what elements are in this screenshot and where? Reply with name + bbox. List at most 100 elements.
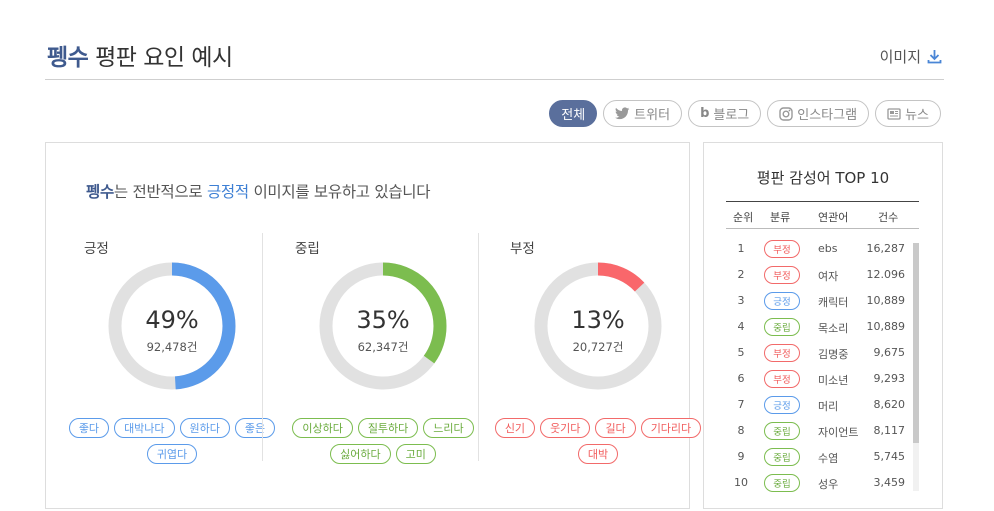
positive-count: 92,478건	[146, 340, 198, 354]
row-word: ebs	[818, 242, 838, 255]
row-count: 8,620	[873, 398, 906, 411]
positive-column: 긍정 49% 92,478건 좋다 대박나다 원하다 좋은 귀엽다	[68, 233, 276, 483]
row-count: 9,293	[873, 372, 906, 385]
sentiment-summary: 펭수는 전반적으로 긍정적 이미지를 보유하고 있습니다	[86, 180, 431, 202]
sentiment-tag[interactable]: 질투하다	[357, 418, 419, 438]
top10-scrollbar-thumb[interactable]	[913, 243, 919, 443]
row-rank: 4	[737, 320, 745, 333]
column-divider	[478, 233, 479, 461]
neutral-donut-arc	[319, 262, 447, 390]
sentiment-tag[interactable]: 고미	[395, 444, 436, 464]
sentiment-tag[interactable]: 길다	[595, 418, 636, 438]
row-category-badge: 부정	[764, 266, 800, 284]
row-rank: 1	[737, 242, 745, 255]
table-row[interactable]: 8 중립 자이언트 8,117	[726, 418, 919, 444]
summary-highlight: 긍정적	[206, 183, 249, 201]
filter-twitter[interactable]: 트위터	[603, 100, 683, 127]
row-category-badge: 중립	[764, 318, 800, 336]
twitter-icon	[615, 107, 630, 120]
filter-twitter-label: 트위터	[634, 108, 671, 123]
negative-percent: 13%	[571, 306, 625, 334]
table-row[interactable]: 9 중립 수염 5,745	[726, 444, 919, 470]
neutral-percent: 35%	[356, 306, 410, 334]
header-word: 연관어	[818, 211, 849, 224]
positive-donut-chart	[108, 262, 236, 390]
filter-news[interactable]: 뉴스	[875, 100, 941, 127]
row-rank: 8	[737, 424, 745, 437]
row-word: 목소리	[818, 322, 849, 335]
sentiment-tag[interactable]: 이상하다	[292, 418, 353, 438]
page-title-text: 평판 요인 예시	[88, 45, 233, 71]
table-row[interactable]: 5 부정 김명중 9,675	[726, 340, 919, 366]
neutral-column: 중립 35% 62,347건 이상하다 질투하다 느리다 싫어하다 고미	[283, 233, 483, 483]
filter-news-label: 뉴스	[905, 108, 929, 123]
sentiment-tag[interactable]: 기다리다	[640, 418, 702, 438]
row-rank: 7	[737, 398, 745, 411]
row-category-badge: 부정	[764, 344, 800, 362]
row-category-badge: 부정	[764, 370, 800, 388]
row-count: 10,889	[866, 320, 906, 333]
news-icon	[887, 107, 901, 120]
row-category-badge: 중립	[764, 422, 800, 440]
top10-title: 평판 감성어 TOP 10	[756, 169, 890, 187]
sentiment-tag[interactable]: 귀엽다	[146, 444, 198, 464]
sentiment-tag[interactable]: 대박나다	[114, 418, 175, 438]
column-divider	[262, 233, 263, 461]
table-row[interactable]: 10 중립 성우 3,459	[726, 470, 919, 496]
row-word: 김명중	[818, 348, 849, 361]
blog-icon: b	[700, 106, 710, 121]
instagram-icon	[779, 106, 793, 121]
filter-all-label: 전체	[561, 108, 586, 123]
filter-blog-label: 블로그	[713, 108, 750, 123]
negative-tags: 신기 웃기다 길다 기다리다 대박	[488, 418, 708, 464]
negative-donut-arc	[534, 262, 662, 390]
row-category-badge: 긍정	[764, 396, 800, 414]
image-download-button[interactable]: 이미지	[880, 46, 942, 67]
row-category-badge: 중립	[764, 474, 800, 492]
positive-donut-arc	[108, 262, 236, 390]
sentiment-tag[interactable]: 싫어하다	[330, 444, 391, 464]
table-row[interactable]: 2 부정 여자 12.096	[726, 262, 919, 288]
sentiment-tag[interactable]: 좋다	[68, 418, 110, 438]
source-filter-group: 전체 트위터 b 블로그 인스타그램 뉴스	[549, 100, 941, 127]
filter-instagram-label: 인스타그램	[797, 108, 858, 123]
negative-column: 부정 13% 20,727건 신기 웃기다 길다 기다리다 대박	[494, 233, 702, 483]
summary-text-1: 는 전반적으로	[113, 183, 207, 201]
row-word: 머리	[818, 400, 839, 413]
neutral-tags: 이상하다 질투하다 느리다 싫어하다 고미	[273, 418, 493, 464]
row-word: 여자	[818, 270, 839, 283]
positive-percent: 49%	[145, 306, 199, 334]
row-word: 수염	[818, 452, 839, 465]
table-row[interactable]: 3 긍정 캐릭터 10,889	[726, 288, 919, 314]
header-category: 분류	[770, 211, 791, 224]
row-rank: 3	[737, 294, 745, 307]
table-row[interactable]: 6 부정 미소년 9,293	[726, 366, 919, 392]
table-row[interactable]: 4 중립 목소리 10,889	[726, 314, 919, 340]
table-row[interactable]: 7 긍정 머리 8,620	[726, 392, 919, 418]
sentiment-panel: 펭수는 전반적으로 긍정적 이미지를 보유하고 있습니다 긍정 49% 92,4…	[45, 142, 702, 509]
row-rank: 10	[734, 476, 748, 489]
sentiment-tag[interactable]: 웃기다	[540, 418, 591, 438]
row-category-badge: 부정	[764, 240, 800, 258]
filter-instagram[interactable]: 인스타그램	[767, 100, 870, 127]
row-count: 9,675	[873, 346, 906, 359]
positive-label: 긍정	[84, 241, 109, 257]
sentiment-tag[interactable]: 좋은	[234, 418, 276, 438]
row-count: 8,117	[873, 424, 906, 437]
row-count: 5,745	[873, 450, 906, 463]
row-count: 10,889	[866, 294, 906, 307]
neutral-label: 중립	[295, 241, 320, 257]
filter-blog[interactable]: b 블로그	[688, 100, 762, 127]
download-icon	[927, 49, 942, 64]
sentiment-tag[interactable]: 신기	[494, 418, 536, 438]
filter-all[interactable]: 전체	[549, 100, 598, 127]
sentiment-tag[interactable]: 원하다	[179, 418, 230, 438]
summary-text-2: 이미지를 보유하고 있습니다	[248, 183, 431, 201]
row-rank: 2	[737, 268, 745, 281]
download-label: 이미지	[879, 48, 921, 66]
table-row[interactable]: 1 부정 ebs 16,287	[726, 236, 919, 262]
sentiment-tag[interactable]: 대박	[577, 444, 619, 464]
sentiment-tag[interactable]: 느리다	[423, 418, 474, 438]
brand-name: 펭수	[47, 45, 89, 71]
negative-count: 20,727건	[572, 340, 624, 354]
